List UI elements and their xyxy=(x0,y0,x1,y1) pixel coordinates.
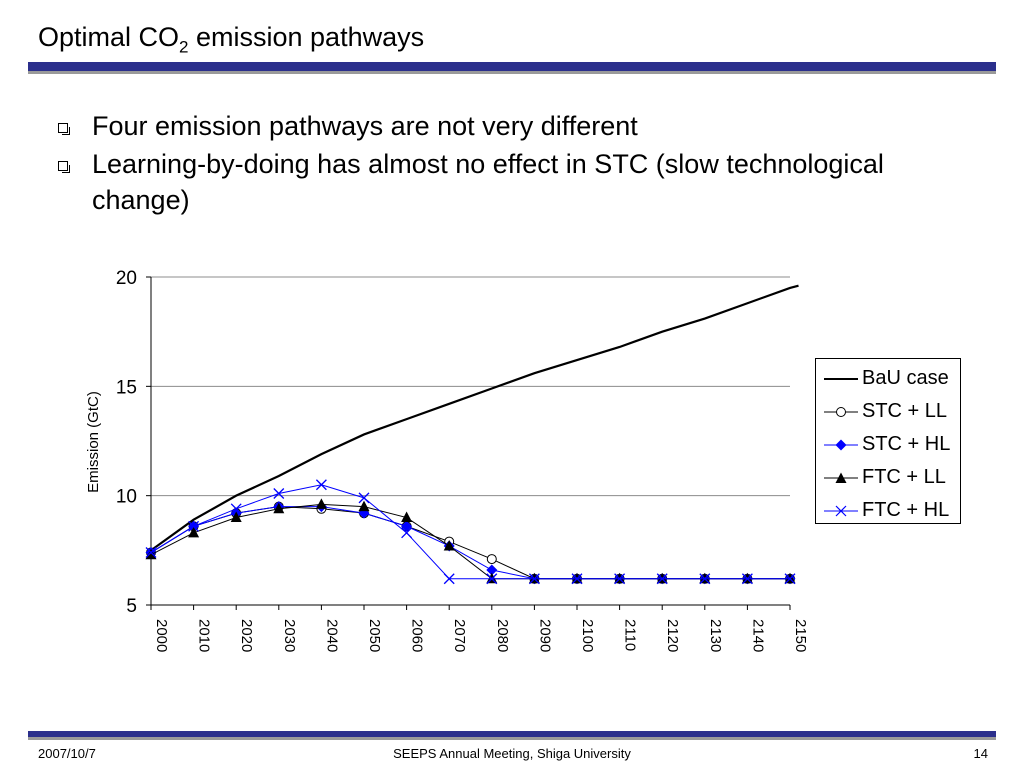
data-point xyxy=(486,573,498,585)
chart-ticks: 5 10 15 20 2000 2010 2020 2030 2040 2050 2060 2070 2… xyxy=(116,268,809,652)
data-point xyxy=(315,479,327,491)
y-tick-label: 10 xyxy=(116,487,137,508)
series-line xyxy=(150,503,790,580)
bullet-list: Four emission pathways are not very diff… xyxy=(58,108,958,220)
series-line xyxy=(150,506,790,580)
x-tick-label: 2070 xyxy=(451,619,468,652)
data-point xyxy=(188,520,200,532)
data-point xyxy=(315,498,327,509)
x-tick-label: 2030 xyxy=(281,619,298,652)
chart-grid xyxy=(151,276,790,497)
data-point xyxy=(699,573,711,585)
legend-item-ftc-ll: FTC + LL xyxy=(816,462,962,494)
legend-label: STC + HL xyxy=(862,433,951,455)
y-axis-label: Emission (GtC) xyxy=(85,391,102,493)
legend-label: FTC + HL xyxy=(862,499,950,521)
series-line xyxy=(150,484,790,580)
legend-item-stc-hl: STC + HL xyxy=(816,429,962,461)
title-suffix: emission pathways xyxy=(188,22,425,52)
data-point xyxy=(358,492,370,504)
x-tick-label: 2100 xyxy=(579,619,596,652)
x-tick-label: 2110 xyxy=(622,619,639,651)
checkbox-bullet-icon xyxy=(58,161,70,173)
data-point xyxy=(486,564,498,576)
legend-item-stc-ll: STC + LL xyxy=(816,396,962,428)
x-tick-label: 2020 xyxy=(238,619,255,652)
data-point xyxy=(188,526,200,538)
slide-title: Optimal CO2 emission pathways xyxy=(38,22,424,57)
data-point xyxy=(358,500,370,512)
legend-x-icon xyxy=(824,505,858,517)
series-stc-ll xyxy=(146,501,795,584)
bullet-item: Four emission pathways are not very diff… xyxy=(58,108,958,144)
bullet-text: Four emission pathways are not very diff… xyxy=(92,111,638,141)
series-ftc-hl xyxy=(145,479,796,585)
x-tick-label: 2130 xyxy=(707,619,724,652)
x-tick-label: 2010 xyxy=(196,619,213,652)
data-point xyxy=(273,488,285,499)
data-point xyxy=(656,573,668,585)
data-point xyxy=(784,573,796,585)
title-divider xyxy=(28,62,996,74)
x-tick-label: 2080 xyxy=(494,619,511,652)
data-point xyxy=(443,573,455,585)
title-subscript: 2 xyxy=(179,37,189,57)
data-point xyxy=(614,573,626,585)
series-bau-case xyxy=(150,284,799,552)
footer-page-number: 14 xyxy=(973,746,988,761)
data-point xyxy=(741,573,753,585)
chart-axes xyxy=(150,277,790,606)
legend-line-icon xyxy=(824,378,858,380)
legend-item-ftc-hl: FTC + HL xyxy=(816,495,962,527)
x-tick-label: 2090 xyxy=(536,619,553,652)
data-point xyxy=(401,511,413,523)
chart-legend: BaU case STC + LL STC + HL FTC + LL FTC … xyxy=(815,358,961,524)
x-tick-label: 2140 xyxy=(749,619,766,652)
footer-date: 2007/10/7 xyxy=(38,746,96,761)
data-point xyxy=(145,547,157,558)
x-tick-label: 2150 xyxy=(792,619,809,652)
x-tick-label: 2060 xyxy=(409,619,426,652)
bullet-item: Learning-by-doing has almost no effect i… xyxy=(58,146,958,218)
legend-diamond-icon xyxy=(824,439,858,451)
x-tick-label: 2050 xyxy=(366,619,383,652)
y-tick-label: 5 xyxy=(126,596,137,617)
series-line xyxy=(150,284,799,552)
x-tick-label: 2000 xyxy=(153,619,170,652)
series-stc-hl xyxy=(145,501,796,585)
data-point xyxy=(443,539,455,551)
bullet-text: Learning-by-doing has almost no effect i… xyxy=(92,149,884,215)
legend-item-bau: BaU case xyxy=(816,363,962,395)
title-prefix: Optimal CO xyxy=(38,22,180,52)
data-point xyxy=(401,527,413,539)
data-point xyxy=(273,502,285,514)
legend-label: BaU case xyxy=(862,367,949,389)
legend-triangle-icon xyxy=(824,472,858,483)
data-point xyxy=(571,573,583,585)
data-point xyxy=(230,511,242,523)
data-point xyxy=(401,520,413,532)
y-tick-label: 15 xyxy=(116,377,137,398)
footer-title: SEEPS Annual Meeting, Shiga University xyxy=(393,746,631,761)
checkbox-bullet-icon xyxy=(58,123,70,135)
chart-series xyxy=(145,284,799,585)
x-tick-label: 2040 xyxy=(323,619,340,652)
data-point xyxy=(230,503,242,515)
y-tick-label: 20 xyxy=(116,268,137,289)
data-point xyxy=(145,548,157,560)
data-point xyxy=(528,573,540,585)
series-line xyxy=(150,506,790,580)
legend-circle-icon xyxy=(824,407,858,417)
series-ftc-ll xyxy=(145,498,796,584)
footer-divider xyxy=(28,731,996,740)
legend-label: FTC + LL xyxy=(862,466,946,488)
x-tick-label: 2120 xyxy=(664,619,681,652)
legend-label: STC + LL xyxy=(862,400,948,422)
data-point xyxy=(486,554,497,565)
